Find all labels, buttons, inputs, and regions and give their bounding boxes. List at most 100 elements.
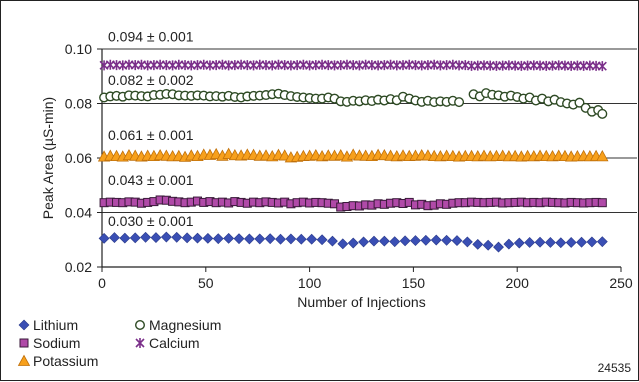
legend-label: Magnesium bbox=[149, 317, 221, 333]
lithium-point bbox=[316, 234, 328, 246]
lithium-point bbox=[482, 239, 494, 251]
y-tick-label: 0.02 bbox=[65, 259, 92, 275]
lithium-point bbox=[576, 236, 587, 248]
lithium-point bbox=[285, 233, 297, 245]
legend-item-sodium: Sodium bbox=[19, 335, 80, 351]
lithium-point bbox=[378, 235, 390, 247]
legend-item-magnesium: Magnesium bbox=[134, 317, 221, 333]
lithium-point bbox=[389, 236, 401, 248]
calcium-point bbox=[597, 61, 607, 72]
y-axis-title: Peak Area (µS-min) bbox=[40, 97, 56, 219]
lithium-point bbox=[524, 237, 536, 248]
series-lithium bbox=[98, 231, 608, 253]
annotation-label: 0.061 ± 0.001 bbox=[108, 127, 194, 143]
lithium-point bbox=[171, 231, 183, 243]
lithium-point bbox=[181, 232, 193, 244]
lithium-point bbox=[410, 235, 421, 246]
lithium-point bbox=[503, 238, 515, 250]
figure-id: 24535 bbox=[598, 361, 632, 375]
annotation-label: 0.043 ± 0.001 bbox=[108, 172, 194, 188]
lithium-point bbox=[451, 235, 463, 246]
potassium-point bbox=[596, 150, 609, 162]
magnesium-point bbox=[454, 97, 465, 108]
annotation-label: 0.030 ± 0.001 bbox=[108, 213, 194, 229]
series-layer bbox=[97, 59, 609, 253]
lithium-point bbox=[192, 232, 203, 244]
y-tick-label: 0.06 bbox=[65, 150, 92, 166]
lithium-point bbox=[202, 232, 214, 244]
lithium-point bbox=[109, 232, 120, 243]
annotations: 0.094 ± 0.001 0.082 ± 0.002 0.061 ± 0.001 0… bbox=[108, 29, 194, 230]
lithium-point bbox=[337, 238, 349, 250]
legend-label: Lithium bbox=[33, 317, 78, 333]
y-tick-label: 0.10 bbox=[65, 41, 92, 57]
lithium-point bbox=[555, 237, 567, 249]
lithium-point bbox=[441, 234, 453, 246]
lithium-point bbox=[140, 231, 152, 243]
x-tick-label: 150 bbox=[402, 275, 426, 291]
lithium-point bbox=[254, 233, 266, 245]
lithium-point bbox=[534, 236, 546, 248]
lithium-point bbox=[347, 237, 359, 249]
lithium-point bbox=[461, 236, 473, 248]
lithium-point bbox=[493, 241, 504, 253]
lithium-point bbox=[368, 235, 380, 247]
lithium-point bbox=[233, 233, 245, 245]
legend-marker-potassium bbox=[17, 354, 31, 366]
annotation-label: 0.094 ± 0.001 bbox=[108, 29, 194, 45]
lithium-point bbox=[150, 232, 162, 243]
lithium-point bbox=[472, 238, 484, 250]
lithium-point bbox=[275, 233, 286, 245]
lithium-point bbox=[565, 237, 577, 248]
lithium-point bbox=[430, 234, 442, 246]
lithium-point bbox=[399, 235, 411, 247]
legend-item-calcium: Calcium bbox=[135, 335, 200, 351]
legend-marker-calcium bbox=[135, 338, 145, 348]
legend-label: Potassium bbox=[33, 353, 98, 369]
lithium-point bbox=[160, 231, 172, 243]
magnesium-point bbox=[597, 108, 608, 119]
x-tick-label: 250 bbox=[609, 275, 633, 291]
lithium-point bbox=[295, 233, 307, 245]
series-magnesium bbox=[99, 88, 608, 119]
legend-label: Calcium bbox=[149, 335, 200, 351]
lithium-point bbox=[223, 232, 235, 244]
legend-marker-sodium bbox=[19, 338, 29, 348]
legend-label: Sodium bbox=[33, 335, 80, 351]
lithium-point bbox=[513, 237, 525, 249]
x-tick-label: 200 bbox=[506, 275, 530, 291]
lithium-point bbox=[264, 233, 276, 245]
series-potassium bbox=[97, 147, 609, 163]
legend: Lithium Magnesium Potassium Sodium Calcium bbox=[17, 317, 221, 369]
lithium-point bbox=[327, 235, 338, 247]
x-axis-title: Number of Injections bbox=[297, 294, 425, 310]
lithium-point bbox=[586, 236, 598, 248]
x-tick-label: 50 bbox=[198, 275, 214, 291]
lithium-point bbox=[596, 236, 608, 248]
lithium-point bbox=[129, 232, 141, 244]
sodium-point bbox=[597, 198, 607, 208]
legend-marker-lithium bbox=[18, 319, 30, 331]
lithium-point bbox=[544, 237, 556, 248]
lithium-point bbox=[420, 234, 432, 246]
y-tick-label: 0.04 bbox=[65, 205, 92, 221]
series-calcium bbox=[99, 59, 607, 72]
series-sodium bbox=[99, 195, 607, 212]
x-tick-label: 0 bbox=[98, 275, 106, 291]
legend-item-potassium: Potassium bbox=[17, 353, 98, 369]
x-tick-label: 100 bbox=[298, 275, 322, 291]
lithium-point bbox=[358, 236, 370, 248]
lithium-point bbox=[212, 233, 224, 245]
y-tick-label: 0.08 bbox=[65, 96, 92, 112]
lithium-point bbox=[243, 233, 255, 245]
lithium-point bbox=[306, 233, 318, 245]
x-tick-labels: 0 50 100 150 200 250 bbox=[98, 275, 633, 291]
magnesium-point bbox=[574, 97, 585, 108]
legend-item-lithium: Lithium bbox=[18, 317, 78, 333]
y-tick-labels: 0.02 0.04 0.06 0.08 0.10 bbox=[65, 41, 92, 275]
lithium-point bbox=[98, 232, 110, 244]
legend-marker-magnesium bbox=[134, 320, 145, 331]
annotation-label: 0.082 ± 0.002 bbox=[108, 72, 194, 88]
